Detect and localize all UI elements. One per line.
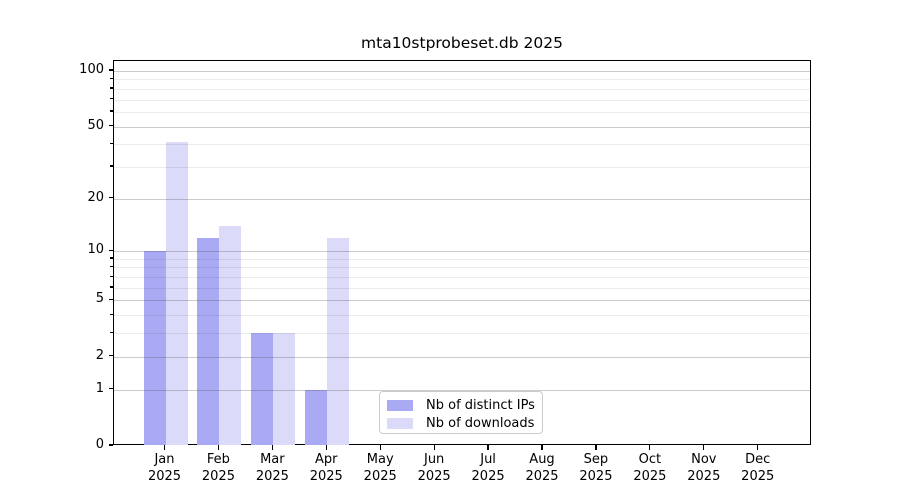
x-tick: [217, 445, 220, 450]
gridline-major: [114, 300, 810, 302]
y-tick-label: 10: [87, 242, 104, 258]
gridline-minor: [114, 277, 810, 279]
x-tick-label: May 2025: [363, 452, 397, 484]
y-tick-label: 1: [95, 380, 104, 396]
y-minor-tick: [110, 331, 113, 334]
gridline-minor: [114, 287, 810, 289]
bar-distinct-ips: [251, 333, 274, 445]
x-tick: [487, 445, 489, 450]
gridline-major: [114, 356, 810, 358]
x-tick-label: Nov 2025: [687, 452, 721, 484]
x-tick-label: Jul 2025: [471, 452, 505, 484]
gridline-minor: [114, 258, 810, 260]
x-tick-label: Sep 2025: [579, 452, 613, 484]
bar-distinct-ips: [305, 389, 328, 445]
legend: Nb of distinct IPs Nb of downloads: [379, 391, 543, 434]
y-minor-tick: [110, 313, 113, 315]
x-tick: [433, 445, 435, 450]
x-tick: [541, 445, 543, 450]
gridline-minor: [114, 79, 810, 81]
y-minor-tick: [110, 98, 113, 100]
bar-distinct-ips: [143, 251, 166, 445]
bar-downloads: [165, 142, 188, 445]
y-tick: [108, 197, 113, 199]
y-tick: [108, 69, 113, 71]
x-tick-label: Jan 2025: [147, 452, 182, 484]
y-tick: [108, 355, 113, 357]
x-tick: [379, 445, 381, 450]
bar-downloads: [219, 225, 242, 445]
gridline-minor: [114, 315, 810, 317]
y-tick-label: 0: [95, 437, 104, 452]
gridline-major: [114, 126, 810, 128]
y-tick: [108, 298, 113, 300]
gridline-minor: [114, 267, 810, 269]
gridline-major: [114, 389, 810, 391]
y-tick-label: 2: [95, 347, 104, 363]
legend-label-downloads: Nb of downloads: [426, 415, 535, 431]
y-tick-label: 50: [87, 117, 104, 133]
x-tick-label: Oct 2025: [633, 452, 667, 484]
gridline-minor: [114, 111, 810, 113]
x-tick: [703, 445, 705, 450]
y-tick: [108, 388, 113, 390]
y-minor-tick: [110, 257, 113, 259]
y-tick-label: 20: [87, 189, 104, 205]
y-minor-tick: [110, 275, 113, 277]
x-tick: [163, 445, 166, 450]
x-tick-label: Apr 2025: [309, 452, 343, 484]
y-minor-tick: [110, 77, 113, 80]
y-minor-tick: [110, 286, 113, 288]
x-tick: [595, 445, 597, 450]
y-tick-label: 100: [79, 62, 104, 77]
y-minor-tick: [110, 87, 113, 89]
y-minor-tick: [110, 265, 113, 268]
x-tick: [325, 445, 327, 450]
gridline-major: [114, 251, 810, 253]
legend-swatch-downloads: [387, 417, 413, 429]
gridline-major: [114, 198, 810, 200]
gridline-minor: [114, 88, 810, 90]
legend-item-downloads: Nb of downloads: [387, 415, 542, 431]
x-tick: [649, 445, 651, 450]
y-tick-label: 5: [95, 291, 104, 307]
y-tick: [108, 124, 113, 127]
y-tick: [108, 249, 113, 251]
gridline-minor: [114, 166, 810, 168]
x-tick-label: Dec 2025: [741, 452, 775, 484]
gridline-major: [114, 71, 810, 72]
x-tick: [757, 445, 759, 450]
gridline-minor: [114, 144, 810, 146]
x-tick-label: Feb 2025: [201, 452, 235, 484]
legend-item-distinct-ips: Nb of distinct IPs: [387, 397, 542, 413]
gridline-minor: [114, 333, 810, 335]
legend-swatch-distinct-ips: [387, 399, 413, 411]
x-tick-label: Aug 2025: [525, 452, 559, 484]
legend-label-distinct-ips: Nb of distinct IPs: [426, 397, 535, 413]
y-minor-tick: [110, 165, 113, 167]
y-tick: [108, 444, 113, 446]
x-tick: [271, 445, 273, 450]
chart-title: mta10stprobeset.db 2025: [361, 34, 563, 52]
bar-distinct-ips: [197, 237, 220, 445]
y-minor-tick: [110, 110, 113, 112]
y-minor-tick: [110, 142, 113, 144]
x-tick-label: Mar 2025: [255, 452, 289, 484]
bar-downloads: [327, 237, 350, 445]
bar-downloads: [273, 333, 296, 445]
gridline-minor: [114, 99, 810, 101]
plot-area: [113, 60, 811, 445]
x-tick-label: Jun 2025: [417, 452, 451, 484]
